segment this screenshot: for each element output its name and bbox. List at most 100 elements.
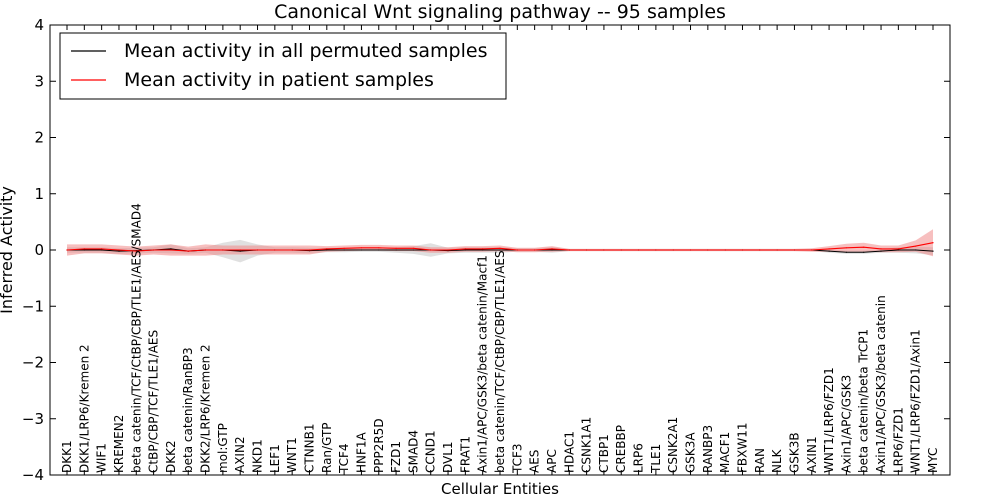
x-tick-label: DVL1 xyxy=(441,441,455,473)
y-tick-label: −4 xyxy=(22,466,44,484)
series-lines xyxy=(66,242,934,253)
x-tick-label: Axin1/APC/GSK3/beta catenin/Macf1 xyxy=(476,255,490,473)
patient-point-3 xyxy=(118,249,120,251)
x-tick-label: CREBBP xyxy=(614,425,628,473)
x-tick-label: WNT1/LRP6/FZD1 xyxy=(822,367,836,473)
patient-point-40 xyxy=(759,249,761,251)
y-tick-label: 3 xyxy=(34,72,44,90)
patient-point-6 xyxy=(170,249,172,251)
permuted-point-20 xyxy=(412,249,414,251)
patient-point-46 xyxy=(863,246,865,248)
patient-point-44 xyxy=(828,248,830,250)
patient-point-27 xyxy=(534,249,536,251)
x-tick-label: TCF3 xyxy=(510,443,524,474)
patient-point-31 xyxy=(603,249,605,251)
patient-point-38 xyxy=(724,249,726,251)
x-tick-label: beta catenin/RanBP3 xyxy=(181,347,195,473)
x-tick-label: mol:GTP xyxy=(216,423,230,473)
patient-point-29 xyxy=(568,249,570,251)
patient-point-33 xyxy=(638,249,640,251)
legend: Mean activity in all permuted samples Me… xyxy=(59,32,507,100)
x-tick-label: HDAC1 xyxy=(562,431,576,473)
x-tick-label: Axin1/APC/GSK3 xyxy=(839,375,853,473)
permuted-band xyxy=(67,239,933,263)
patient-point-25 xyxy=(499,247,501,249)
permuted-point-50 xyxy=(932,250,934,252)
patient-point-14 xyxy=(308,249,311,251)
x-tick-label: HNF1A xyxy=(354,431,368,473)
x-tick-label: WNT1/LRP6/FZD1/Axin1 xyxy=(909,329,923,473)
x-tick-label: CTNNB1 xyxy=(303,423,317,473)
patient-point-26 xyxy=(516,249,518,251)
x-tick-label: GSK3A xyxy=(684,432,698,473)
x-tick-label: TCF4 xyxy=(337,443,351,474)
permuted-point-18 xyxy=(378,249,380,251)
x-tick-label: beta catenin/TCF/CtBP/CBP/TLE1/AES/SMAD4 xyxy=(129,203,143,473)
patient-point-24 xyxy=(482,248,484,250)
x-tick-label: beta catenin/TCF/CtBP/CBP/TLE1/AES xyxy=(493,250,507,473)
patient-point-5 xyxy=(153,249,155,251)
patient-point-47 xyxy=(880,248,882,250)
chart-title: Canonical Wnt signaling pathway -- 95 sa… xyxy=(274,1,726,23)
x-axis-label: Cellular Entities xyxy=(441,480,559,498)
permuted-point-28 xyxy=(551,249,553,251)
y-tick-label: −1 xyxy=(22,297,44,315)
patient-point-7 xyxy=(187,250,189,252)
patient-point-15 xyxy=(326,248,328,250)
x-tick-label: Axin1/APC/GSK3/beta catenin xyxy=(874,295,888,473)
patient-point-1 xyxy=(83,248,85,250)
patient-point-4 xyxy=(135,250,137,252)
x-tick-label: LRP6/FZD1 xyxy=(891,407,905,473)
permuted-point-46 xyxy=(863,251,865,253)
permuted-point-25 xyxy=(499,249,501,251)
patient-point-10 xyxy=(239,249,241,251)
x-tick-label: WIF1 xyxy=(95,443,109,473)
patient-point-0 xyxy=(66,249,68,251)
x-tick-label: DKK2 xyxy=(164,440,178,473)
y-tick-label: 4 xyxy=(34,16,44,34)
patient-point-19 xyxy=(395,247,397,249)
x-tick-label: FBXW11 xyxy=(736,423,750,474)
x-tick-label: CSNK2A1 xyxy=(666,417,680,473)
x-tick-label: WNT1 xyxy=(285,437,299,473)
patient-point-35 xyxy=(672,249,674,251)
patient-point-30 xyxy=(586,249,588,251)
patient-point-36 xyxy=(689,249,692,251)
x-tick-label: NKD1 xyxy=(251,439,265,473)
x-tick-label: PPP2R5D xyxy=(372,418,386,473)
x-tick-label: AES xyxy=(528,450,542,473)
y-axis-label: Inferred Activity xyxy=(0,186,16,314)
x-tick-label: DKK1 xyxy=(60,440,74,473)
permuted-point-16 xyxy=(343,249,345,251)
x-tick-label: TLE1 xyxy=(649,444,663,474)
x-tick-label: MACF1 xyxy=(718,432,732,473)
x-tick-label: AXIN1 xyxy=(805,436,819,473)
patient-point-20 xyxy=(412,247,414,249)
permuted-point-44 xyxy=(828,250,830,252)
patient-point-16 xyxy=(343,247,345,249)
y-axis: 4 3 2 1 0 −1 −2 −3 −4 xyxy=(22,16,950,484)
y-tick-label: 1 xyxy=(34,185,44,203)
x-tick-label: APC xyxy=(545,449,559,473)
patient-point-9 xyxy=(222,249,224,251)
patient-point-28 xyxy=(551,248,553,250)
patient-point-34 xyxy=(655,249,657,251)
patient-point-43 xyxy=(811,249,813,251)
x-tick-label: FZD1 xyxy=(389,441,403,473)
patient-point-45 xyxy=(845,247,848,249)
patient-point-13 xyxy=(291,249,293,251)
patient-point-8 xyxy=(205,249,207,251)
x-tick-label: MYC xyxy=(926,448,940,473)
x-tick-label: CTBP1 xyxy=(597,434,611,473)
patient-point-2 xyxy=(101,248,103,250)
permuted-point-49 xyxy=(915,249,917,251)
permuted-point-3 xyxy=(118,250,120,252)
legend-label-patient: Mean activity in patient samples xyxy=(124,69,434,91)
patient-point-11 xyxy=(256,249,259,251)
x-tick-label: CCND1 xyxy=(424,430,438,473)
patient-point-39 xyxy=(741,249,744,251)
permuted-point-23 xyxy=(464,249,466,251)
y-tick-label: −3 xyxy=(22,410,44,428)
patient-point-18 xyxy=(378,247,380,249)
